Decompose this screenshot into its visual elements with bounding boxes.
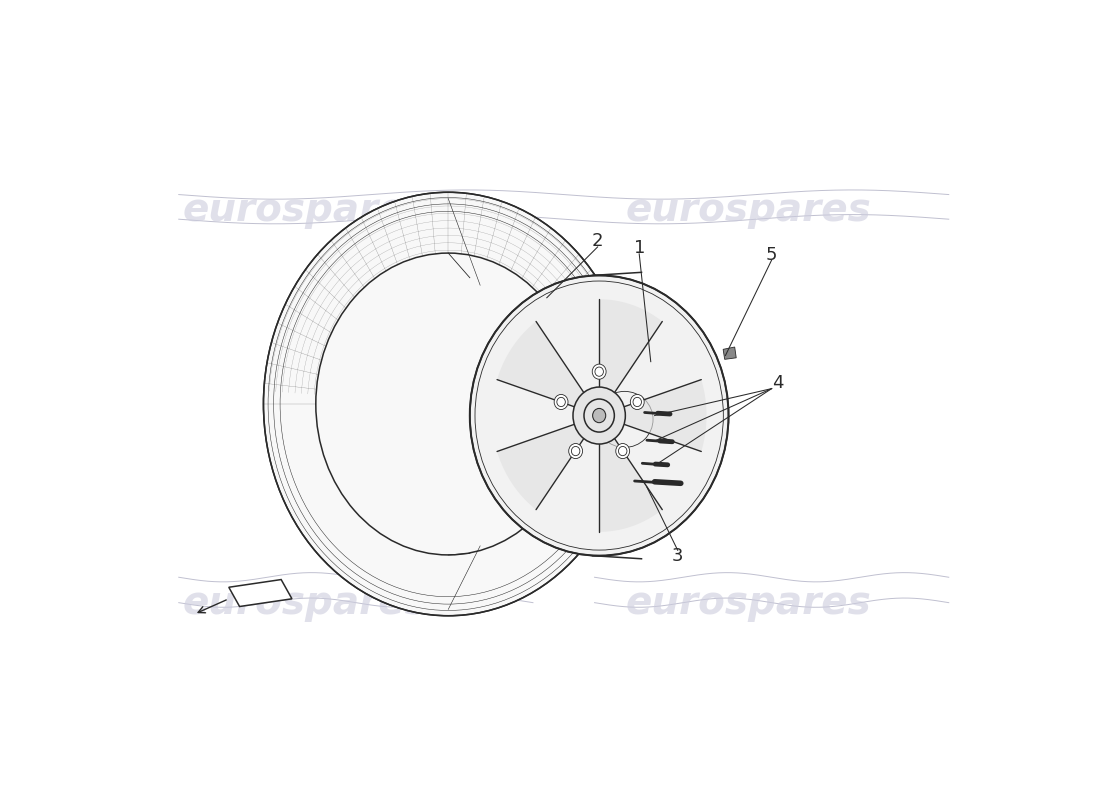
- Ellipse shape: [593, 409, 606, 422]
- Polygon shape: [497, 322, 584, 406]
- Ellipse shape: [616, 443, 629, 458]
- Ellipse shape: [592, 364, 606, 379]
- Polygon shape: [497, 424, 584, 510]
- Text: 1: 1: [634, 239, 645, 258]
- Ellipse shape: [264, 192, 634, 616]
- Polygon shape: [600, 299, 662, 393]
- Text: 5: 5: [766, 246, 778, 264]
- Text: eurospares: eurospares: [183, 584, 429, 622]
- Polygon shape: [723, 347, 736, 359]
- Text: eurospares: eurospares: [626, 584, 871, 622]
- Ellipse shape: [573, 387, 625, 444]
- Polygon shape: [624, 380, 706, 451]
- Text: 3: 3: [672, 546, 683, 565]
- Ellipse shape: [569, 443, 583, 458]
- Text: 2: 2: [592, 232, 604, 250]
- Text: eurospares: eurospares: [183, 191, 429, 229]
- Text: 4: 4: [772, 374, 783, 392]
- Ellipse shape: [630, 394, 645, 410]
- Text: eurospares: eurospares: [626, 191, 871, 229]
- Polygon shape: [600, 438, 662, 532]
- Ellipse shape: [554, 394, 568, 410]
- Ellipse shape: [470, 275, 728, 556]
- Polygon shape: [229, 579, 292, 606]
